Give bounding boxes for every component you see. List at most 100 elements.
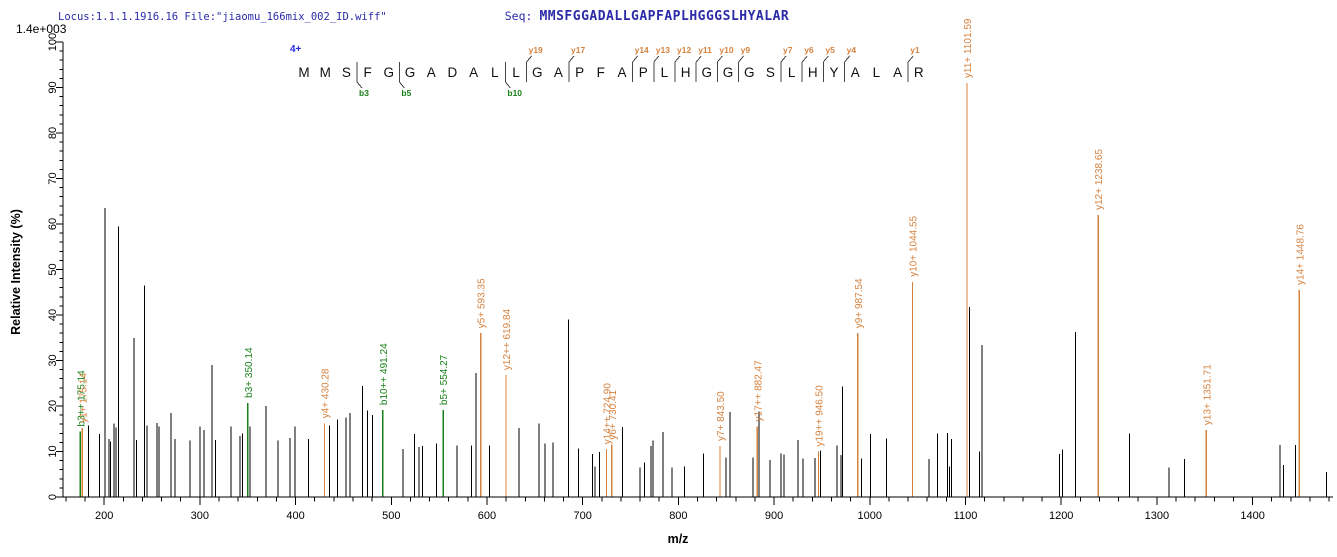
fragment-marker-tick <box>801 55 808 63</box>
residue-letter: A <box>893 65 902 80</box>
peak-label: y9+ 987.54 <box>854 278 865 328</box>
residue-letter: S <box>342 65 351 80</box>
peak-label: y1+ 175.14 <box>78 373 89 423</box>
fragment-marker-tick <box>780 55 787 63</box>
residue-letter: A <box>617 65 626 80</box>
residue-letter: L <box>788 65 796 80</box>
residue-letter: L <box>512 65 520 80</box>
fragment-marker-tick <box>505 81 511 89</box>
fragment-marker-tick <box>674 55 681 63</box>
y-fragment-marker-label: y1 <box>910 45 920 55</box>
peak-label: b3++ 175.14 <box>76 370 87 427</box>
residue-letter: P <box>639 65 648 80</box>
y-fragment-marker-label: y6 <box>804 45 814 55</box>
seq-label: Seq: <box>504 9 533 23</box>
b-fragment-marker-label: b10 <box>507 88 522 98</box>
y-tick-label: 20 <box>47 400 59 412</box>
peak-label: y5+ 593.35 <box>477 278 488 328</box>
y-tick-label: 40 <box>47 309 59 321</box>
fragment-marker-tick <box>717 55 723 63</box>
peak-label: y6+ 730.41 <box>608 389 619 439</box>
fragment-marker-tick <box>907 55 914 63</box>
y-fragment-marker-label: y19 <box>529 45 543 55</box>
y-tick-label: 70 <box>47 172 59 184</box>
residue-letter: M <box>320 65 331 80</box>
peak-label: y13+ 1351.71 <box>1202 364 1213 425</box>
peak-label: b3+ 350.14 <box>244 347 255 398</box>
spectrum-header: Locus:1.1.1.1916.16 File:"jiaomu_166mix_… <box>58 5 789 24</box>
fragment-marker-tick <box>823 55 829 63</box>
locus-file-text: Locus:1.1.1.1916.16 File:"jiaomu_166mix_… <box>58 11 387 23</box>
spectrum-generated-content: 0 10 20 30 40 50 60 70 80 90 100 200 300 400 500 600 700… <box>47 18 1333 522</box>
peak-label: y4+ 430.28 <box>321 368 332 418</box>
peak-label: y14++ 724.90 <box>603 383 614 445</box>
peak-label: y10+ 1044.55 <box>908 215 919 276</box>
peak-label: b10++ 491.24 <box>379 343 390 405</box>
x-tick-label: 1000 <box>858 510 882 522</box>
residue-letter: M <box>298 65 309 80</box>
residue-letter: G <box>384 65 395 80</box>
residue-letter: D <box>448 65 458 80</box>
fragment-marker-tick <box>844 55 850 63</box>
residue-letter: S <box>766 65 775 80</box>
fragment-marker-tick <box>632 55 638 63</box>
y-fragment-marker-label: y7 <box>783 45 793 55</box>
fragment-marker-tick <box>526 55 532 63</box>
residue-letter: G <box>744 65 755 80</box>
x-tick-label: 500 <box>382 510 400 522</box>
residue-letter: L <box>873 65 881 80</box>
y-tick-label: 0 <box>47 494 59 500</box>
residue-letter: A <box>469 65 478 80</box>
residue-letter: G <box>532 65 543 80</box>
residue-letter: L <box>491 65 499 80</box>
residue-letter: H <box>681 65 691 80</box>
y-tick-label: 50 <box>47 263 59 275</box>
x-tick-label: 800 <box>669 510 687 522</box>
y-tick-label: 60 <box>47 218 59 230</box>
x-tick-label: 600 <box>478 510 496 522</box>
peak-label: y12++ 619.84 <box>502 308 513 370</box>
fragment-marker-tick <box>568 55 575 63</box>
peak-label: y12+ 1238.65 <box>1094 149 1105 210</box>
fragment-marker-tick <box>695 55 702 63</box>
x-tick-label: 200 <box>95 510 113 522</box>
y-fragment-marker-label: y14 <box>635 45 649 55</box>
x-tick-label: 1400 <box>1240 510 1264 522</box>
residue-letter: P <box>575 65 584 80</box>
b-fragment-marker-label: b5 <box>401 88 411 98</box>
y-fragment-marker-label: y13 <box>656 45 670 55</box>
residue-letter: L <box>661 65 669 80</box>
y-fragment-marker-label: y11 <box>698 45 712 55</box>
x-tick-label: 300 <box>191 510 209 522</box>
x-tick-label: 1200 <box>1049 510 1073 522</box>
b-fragment-marker-label: b3 <box>359 88 369 98</box>
y-fragment-marker-label: y5 <box>825 45 835 55</box>
x-tick-label: 700 <box>573 510 591 522</box>
residue-letter: A <box>554 65 563 80</box>
peak-label: y14+ 1448.76 <box>1295 224 1306 285</box>
residue-letter: F <box>363 65 371 80</box>
residue-letter: G <box>405 65 416 80</box>
x-tick-label: 900 <box>765 510 783 522</box>
y-fragment-marker-label: y4 <box>847 45 857 55</box>
peptide-sequence-text: MMSFGGADALLGAPFAPLHGGGSLHYALAR <box>539 9 790 24</box>
y-fragment-marker-label: y10 <box>719 45 733 55</box>
precursor-charge-label: 4+ <box>290 44 302 55</box>
peak-label: y19++ 946.50 <box>815 385 826 447</box>
y-tick-label: 10 <box>47 445 59 457</box>
fragment-marker-tick <box>738 55 744 63</box>
residue-letter: F <box>597 65 605 80</box>
y-tick-label: 80 <box>47 127 59 139</box>
y-fragment-marker-label: y17 <box>571 45 585 55</box>
residue-letter: H <box>808 65 818 80</box>
fragment-marker-tick <box>356 81 363 89</box>
y-axis-title: Relative Intensity (%) <box>9 209 23 335</box>
residue-letter: A <box>427 65 436 80</box>
x-tick-label: 1300 <box>1145 510 1169 522</box>
fragment-marker-tick <box>399 81 405 89</box>
peak-label: y7+ 843.50 <box>716 391 727 441</box>
y-fragment-marker-label: y12 <box>677 45 691 55</box>
peak-label: y17++ 882.47 <box>753 360 764 422</box>
